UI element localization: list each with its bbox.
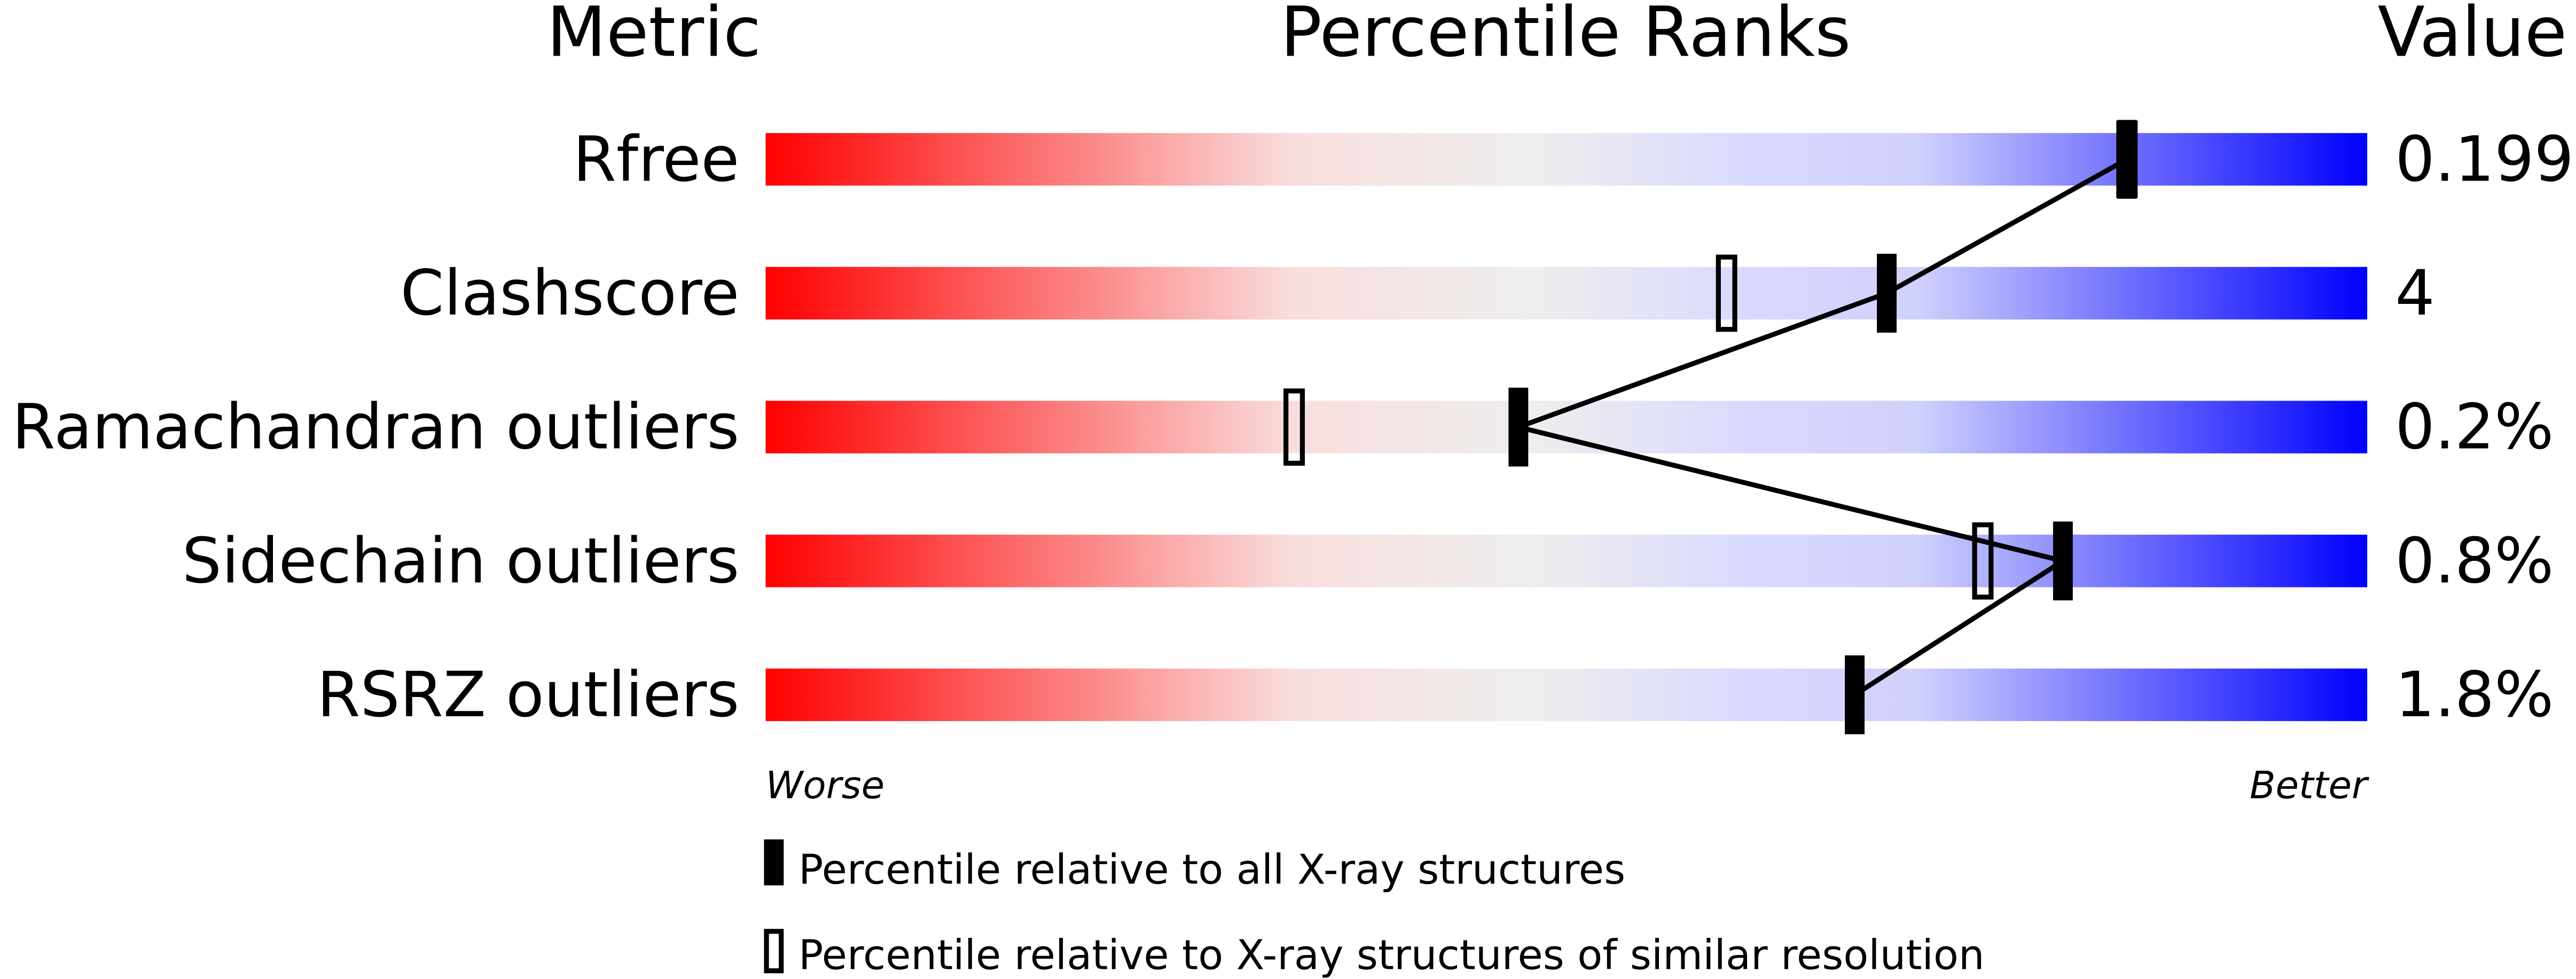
axis-label-better: Better: [2250, 763, 2369, 808]
marker-all-structures: [1845, 655, 1865, 734]
marker-similar-resolution: [1716, 254, 1737, 332]
metric-label: Clashscore: [401, 257, 740, 330]
metric-value: 1.8%: [2395, 659, 2554, 731]
header-value: Value: [2378, 0, 2567, 73]
metric-value: 4: [2395, 257, 2434, 330]
metric-value: 0.199: [2395, 123, 2574, 195]
legend-all: Percentile relative to all X-ray structu…: [798, 847, 1625, 894]
percentile-bar: [765, 668, 2368, 722]
marker-similar-resolution: [1283, 388, 1305, 466]
percentile-bar: [765, 535, 2368, 588]
header-metric: Metric: [547, 0, 762, 73]
marker-all-structures: [1508, 387, 1529, 467]
metric-label: Ramachandran outliers: [12, 391, 739, 464]
percentile-bar: [765, 267, 2368, 320]
marker-all-structures: [2053, 521, 2073, 601]
header-percentile-ranks: Percentile Ranks: [1280, 0, 1851, 73]
metric-value: 0.8%: [2395, 524, 2554, 597]
metric-label: Sidechain outliers: [182, 524, 739, 597]
legend-open-marker-icon: [764, 929, 784, 974]
legend-similar: Percentile relative to X-ray structures …: [798, 932, 1985, 979]
metric-label: RSRZ outliers: [317, 659, 739, 731]
metric-value: 0.2%: [2395, 391, 2554, 464]
marker-all-structures: [2117, 120, 2137, 199]
marker-all-structures: [1877, 254, 1897, 333]
metric-label: Rfree: [573, 123, 740, 195]
marker-similar-resolution: [1972, 522, 1994, 600]
legend-filled-marker-icon: [764, 839, 784, 886]
axis-label-worse: Worse: [765, 763, 884, 808]
